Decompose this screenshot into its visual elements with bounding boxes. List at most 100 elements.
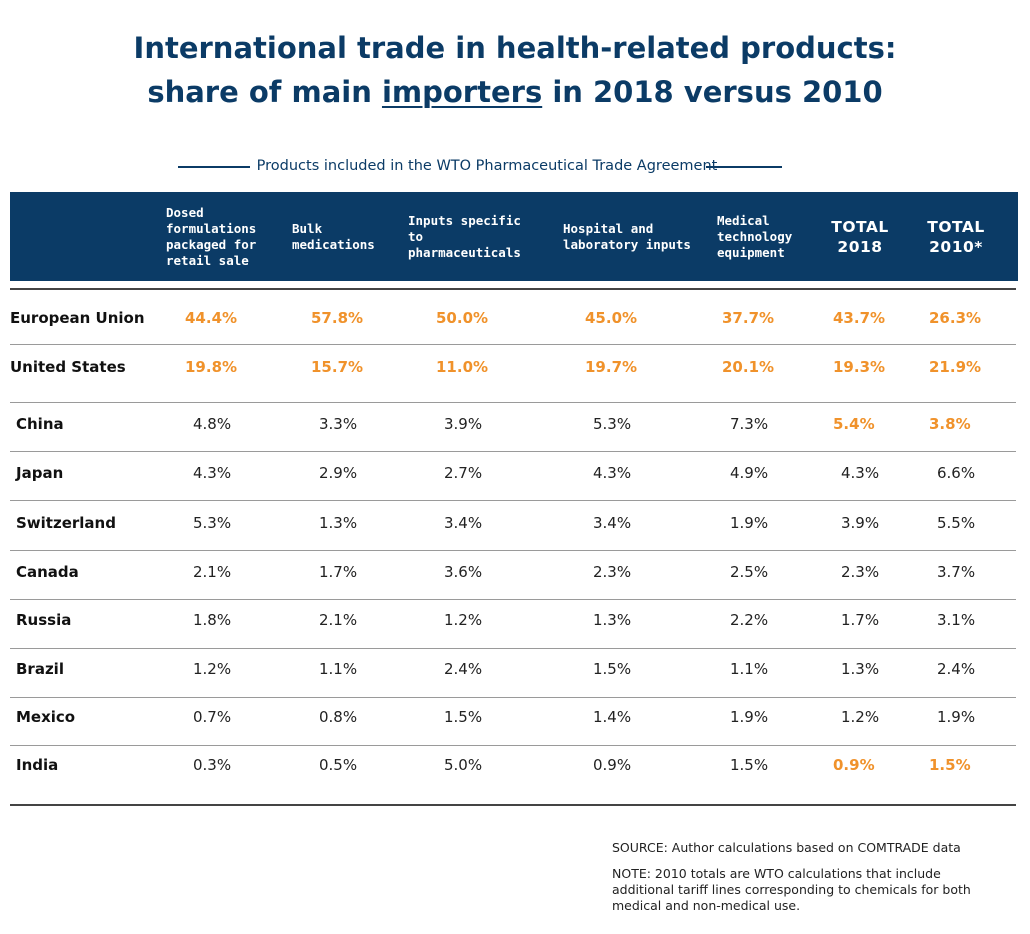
table-cell: 4.3%	[841, 464, 880, 482]
row-country: Switzerland	[16, 514, 116, 532]
row-separator	[10, 451, 1016, 452]
table-cell: 1.8%	[193, 611, 232, 629]
table-cell: 2.2%	[730, 611, 769, 629]
table-cell: 0.7%	[193, 708, 232, 726]
row-separator	[10, 344, 1016, 345]
table-cell: 2.1%	[193, 563, 232, 581]
table-cell: 3.1%	[937, 611, 976, 629]
table-cell: 1.5%	[593, 660, 632, 678]
table-cell: 57.8%	[311, 309, 364, 327]
table-cell: 5.3%	[593, 415, 632, 433]
row-country: Japan	[16, 464, 64, 482]
title-underlined-word: importers	[381, 75, 543, 109]
row-separator	[10, 599, 1016, 600]
table-cell: 2.4%	[444, 660, 483, 678]
table-cell: 0.5%	[319, 756, 358, 774]
table-cell: 4.3%	[193, 464, 232, 482]
wto-agreement-label: Products included in the WTO Pharmaceuti…	[256, 158, 718, 174]
table-cell: 1.5%	[929, 756, 971, 774]
row-country: Brazil	[16, 660, 64, 678]
table-cell: 1.5%	[444, 708, 483, 726]
table-cell: 2.3%	[841, 563, 880, 581]
row-separator	[10, 648, 1016, 649]
title-line-2-pre: share of main	[147, 75, 382, 109]
table-cell: 5.5%	[937, 514, 976, 532]
table-cell: 26.3%	[929, 309, 982, 327]
title-line-2: share of main importers in 2018 versus 2…	[0, 70, 1030, 114]
table-cell: 20.1%	[722, 358, 775, 376]
table-cell: 1.9%	[730, 514, 769, 532]
table-cell: 1.2%	[841, 708, 880, 726]
column-header-2: Bulk medications	[292, 220, 375, 252]
header-rule	[10, 288, 1016, 290]
table-cell: 3.6%	[444, 563, 483, 581]
table-cell: 2.4%	[937, 660, 976, 678]
row-separator	[10, 402, 1016, 403]
table-cell: 1.3%	[319, 514, 358, 532]
table-cell: 1.2%	[444, 611, 483, 629]
table-header: Dosed formulations packaged for retail s…	[10, 192, 1018, 281]
table-cell: 19.3%	[833, 358, 886, 376]
table-cell: 0.9%	[593, 756, 632, 774]
row-separator	[10, 745, 1016, 746]
table-cell: 21.9%	[929, 358, 982, 376]
table-cell: 1.3%	[593, 611, 632, 629]
table-cell: 1.9%	[730, 708, 769, 726]
table-cell: 7.3%	[730, 415, 769, 433]
column-header-4: Hospital and laboratory inputs	[563, 220, 691, 252]
row-separator	[10, 697, 1016, 698]
row-separator	[10, 550, 1016, 551]
table-cell: 3.7%	[937, 563, 976, 581]
table-cell: 3.3%	[319, 415, 358, 433]
table-cell: 1.7%	[319, 563, 358, 581]
row-separator	[10, 500, 1016, 501]
table-cell: 50.0%	[436, 309, 489, 327]
table-cell: 3.9%	[444, 415, 483, 433]
table-cell: 5.3%	[193, 514, 232, 532]
table-cell: 2.5%	[730, 563, 769, 581]
table-cell: 1.2%	[193, 660, 232, 678]
table-cell: 37.7%	[722, 309, 775, 327]
table-cell: 2.1%	[319, 611, 358, 629]
table-cell: 2.3%	[593, 563, 632, 581]
table-cell: 1.1%	[319, 660, 358, 678]
column-header-3: Inputs specific to pharmaceuticals	[408, 212, 521, 260]
table-cell: 3.8%	[929, 415, 971, 433]
column-header-1: Dosed formulations packaged for retail s…	[166, 204, 257, 268]
title-line-1: International trade in health-related pr…	[133, 31, 897, 65]
column-header-5: Medical technology equipment	[717, 212, 793, 260]
table-cell: 5.0%	[444, 756, 483, 774]
table-cell: 1.4%	[593, 708, 632, 726]
row-country: Canada	[16, 563, 79, 581]
table-bottom-rule	[10, 804, 1016, 806]
table-cell: 4.8%	[193, 415, 232, 433]
table-cell: 3.4%	[593, 514, 632, 532]
row-country: China	[16, 415, 64, 433]
table-cell: 19.7%	[585, 358, 638, 376]
wto-bracket-left	[178, 166, 250, 168]
table-cell: 4.3%	[593, 464, 632, 482]
table-cell: 1.9%	[937, 708, 976, 726]
table-cell: 0.3%	[193, 756, 232, 774]
table-cell: 3.9%	[841, 514, 880, 532]
table-cell: 6.6%	[937, 464, 976, 482]
wto-bracket-right	[706, 166, 782, 168]
title-line-2-post: in 2018 versus 2010	[542, 75, 883, 109]
row-country: European Union	[10, 309, 145, 327]
table-cell: 2.7%	[444, 464, 483, 482]
row-country: Russia	[16, 611, 72, 629]
table-cell: 19.8%	[185, 358, 238, 376]
table-cell: 15.7%	[311, 358, 364, 376]
table-cell: 1.3%	[841, 660, 880, 678]
row-country: Mexico	[16, 708, 76, 726]
table-cell: 5.4%	[833, 415, 875, 433]
table-cell: 0.8%	[319, 708, 358, 726]
table-cell: 0.9%	[833, 756, 875, 774]
table-cell: 44.4%	[185, 309, 238, 327]
table-cell: 11.0%	[436, 358, 489, 376]
table-cell: 43.7%	[833, 309, 886, 327]
column-header-6: TOTAL 2018	[831, 217, 889, 256]
chart-title: International trade in health-related pr…	[0, 26, 1030, 114]
source-note: SOURCE: Author calculations based on COM…	[612, 840, 961, 855]
table-cell: 45.0%	[585, 309, 638, 327]
